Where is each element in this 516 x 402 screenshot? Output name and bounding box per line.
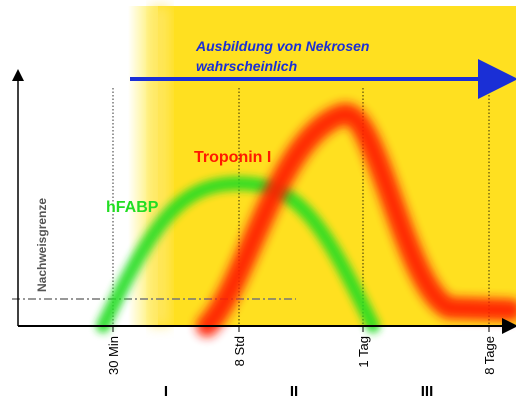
x-tick-labels: 30 Min 8 Std 1 Tag 8 Tage [106, 326, 497, 375]
series-label-troponin: Troponin I [194, 149, 271, 166]
annotation-line2: wahrscheinlich [196, 58, 297, 74]
x-tick-label: 1 Tag [356, 336, 371, 368]
phase-label: III [421, 383, 434, 400]
x-tick-label: 8 Tage [482, 336, 497, 375]
x-tick-label: 8 Std [232, 336, 247, 366]
annotation-line1: Ausbildung von Nekrosen [195, 38, 369, 54]
y-axis-label: Nachweisgrenze [35, 198, 49, 292]
series-label-hfabp: hFABP [106, 199, 159, 216]
x-tick-label: 30 Min [106, 336, 121, 375]
series-hfabp-curve [96, 176, 380, 333]
necrosis-zone [158, 6, 516, 326]
phase-label: II [290, 383, 298, 400]
phase-label: I [164, 383, 168, 400]
phase-labels: I II III [164, 383, 433, 400]
series-troponin-curve [196, 103, 516, 337]
